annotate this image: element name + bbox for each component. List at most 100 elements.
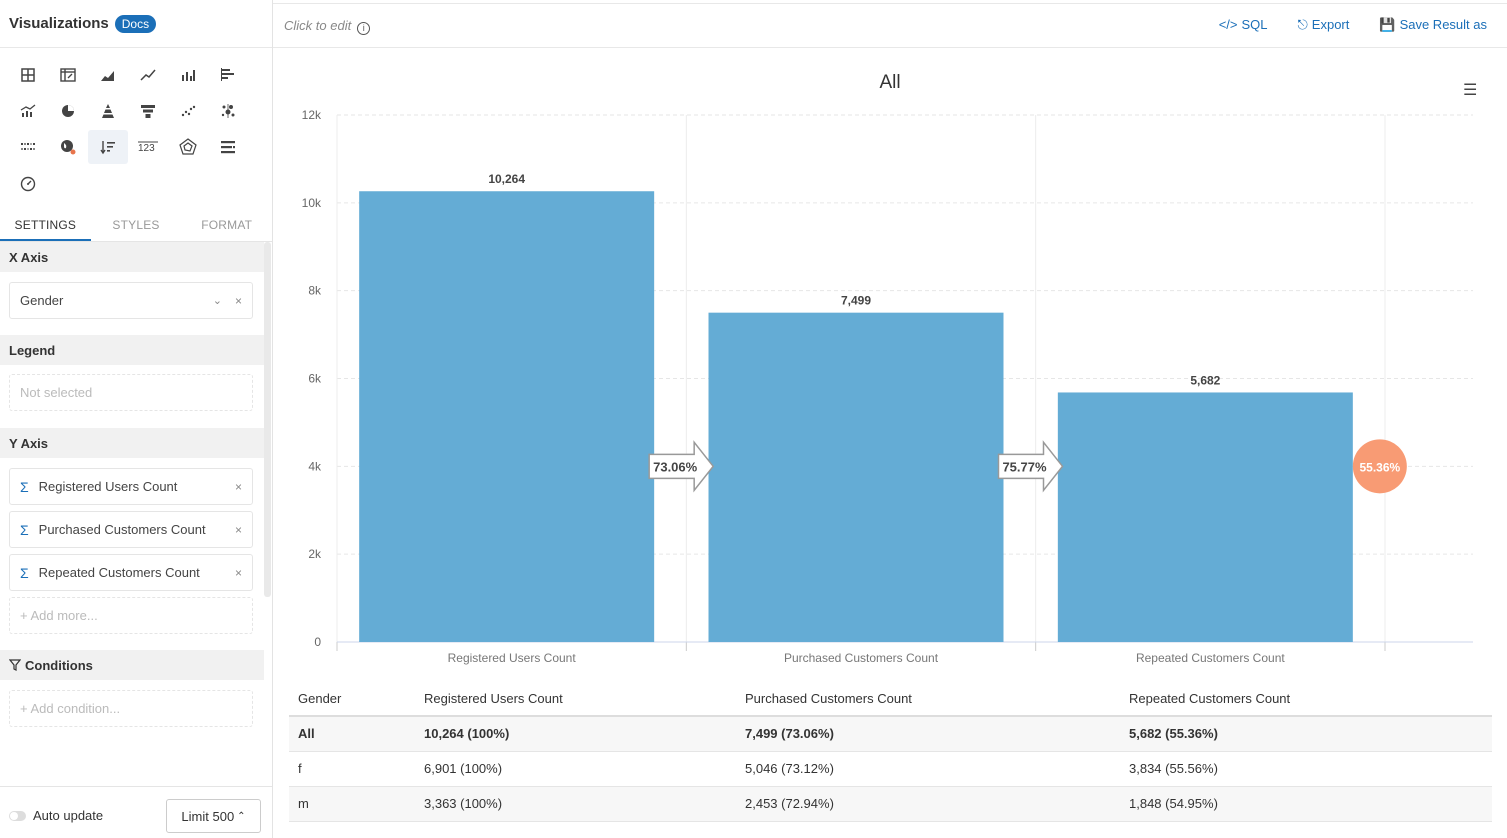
- table-cell: 2,453 (72.94%): [736, 786, 1120, 822]
- chart-title: All: [879, 72, 901, 93]
- legend-drop-zone[interactable]: Not selected: [9, 374, 253, 411]
- save-label: Save Result as: [1399, 17, 1487, 32]
- auto-update-toggle[interactable]: [9, 811, 26, 821]
- auto-update-label: Auto update: [33, 808, 104, 823]
- top-border: [0, 3, 1507, 4]
- remove-icon[interactable]: ×: [234, 479, 242, 494]
- top-actions: </> SQL ⎋ Export 💾 Save Result as: [1219, 17, 1487, 33]
- y-tick-label: 12k: [302, 108, 322, 122]
- visualizations-header: Visualizations Docs: [0, 0, 272, 48]
- chevron-down-icon[interactable]: ⌄: [212, 295, 222, 307]
- y-axis-item[interactable]: Σ Purchased Customers Count ×: [9, 511, 253, 548]
- export-label: Export: [1311, 17, 1350, 32]
- sql-button[interactable]: </> SQL: [1219, 17, 1268, 33]
- gauge-icon[interactable]: [8, 166, 48, 200]
- chart-bar: [359, 191, 655, 643]
- legend-heading: Legend: [0, 335, 264, 365]
- limit-label: Limit 500: [181, 808, 235, 824]
- x-axis-heading: X Axis: [0, 242, 264, 272]
- add-more-label: + Add more...: [20, 608, 98, 623]
- y-tick-label: 0: [314, 635, 321, 649]
- add-condition[interactable]: + Add condition...: [9, 690, 253, 727]
- stacked-bar-icon[interactable]: [208, 130, 248, 164]
- info-icon[interactable]: i: [357, 22, 371, 35]
- limit-button[interactable]: Limit 500 ⌃: [166, 799, 261, 833]
- pivot-table-icon[interactable]: [48, 58, 88, 92]
- data-label: 5,682: [1190, 373, 1220, 387]
- table-row: All 10,264 (100%) 7,499 (73.06%) 5,682 (…: [289, 716, 1492, 752]
- table-cell: 7,499 (73.06%): [736, 716, 1120, 752]
- query-topbar: Click to edit i </> SQL ⎋ Export 💾 Save Resu…: [273, 4, 1507, 48]
- combo-chart-icon[interactable]: [8, 94, 48, 128]
- result-table: Gender Registered Users Count Purchased …: [289, 681, 1492, 822]
- settings-scrollbar[interactable]: [264, 242, 271, 597]
- overall-rate-circle: [1352, 439, 1407, 494]
- table-cell: 3,363 (100%): [415, 786, 736, 822]
- table-row: f 6,901 (100%) 5,046 (73.12%) 3,834 (55.…: [289, 751, 1492, 787]
- visualization-panel: Visualizations Docs: [0, 0, 273, 838]
- pyramid-icon[interactable]: [88, 94, 128, 128]
- sql-label: SQL: [1241, 17, 1268, 32]
- table-cell: 10,264 (100%): [415, 716, 736, 752]
- conditions-heading-label: Conditions: [25, 657, 93, 673]
- table-header-cell[interactable]: Registered Users Count: [415, 681, 736, 717]
- docs-badge[interactable]: Docs: [114, 14, 157, 33]
- scatter-icon[interactable]: [168, 94, 208, 128]
- sigma-icon: Σ: [20, 564, 29, 581]
- area-chart-icon[interactable]: [88, 58, 128, 92]
- funnel-icon[interactable]: [128, 94, 168, 128]
- table-header-cell[interactable]: Purchased Customers Count: [736, 681, 1120, 717]
- y-axis-heading: Y Axis: [0, 428, 264, 458]
- line-chart-icon[interactable]: [128, 58, 168, 92]
- radar-icon[interactable]: [168, 130, 208, 164]
- pie-chart-icon[interactable]: [48, 94, 88, 128]
- y-tick-label: 2k: [308, 547, 322, 561]
- y-axis-item[interactable]: Σ Registered Users Count ×: [9, 468, 253, 505]
- y-axis-item-label: Repeated Customers Count: [38, 565, 200, 580]
- y-axis-item[interactable]: Σ Repeated Customers Count ×: [9, 554, 253, 591]
- y-tick-label: 8k: [308, 284, 322, 298]
- y-axis-item-label: Purchased Customers Count: [38, 522, 206, 537]
- table-cell: 5,682 (55.36%): [1120, 716, 1492, 752]
- table-cell: 1,848 (54.95%): [1120, 786, 1492, 822]
- heatmap-icon[interactable]: [8, 130, 48, 164]
- clear-x-axis-icon[interactable]: ×: [234, 293, 242, 308]
- table-header-cell[interactable]: Repeated Customers Count: [1120, 681, 1492, 717]
- x-tick-label: Registered Users Count: [448, 651, 577, 665]
- bubble-icon[interactable]: [208, 94, 248, 128]
- add-condition-label: + Add condition...: [20, 701, 121, 716]
- sorted-bar-icon[interactable]: [88, 130, 128, 164]
- geo-map-icon[interactable]: [48, 130, 88, 164]
- tab-styles[interactable]: STYLES: [112, 218, 160, 232]
- conditions-heading: Conditions: [0, 650, 264, 680]
- sigma-icon: Σ: [20, 478, 29, 495]
- export-button[interactable]: ⎋ Export: [1298, 17, 1350, 33]
- visualizations-title: Visualizations: [9, 15, 109, 32]
- table-header-cell[interactable]: Gender: [289, 681, 415, 717]
- horizontal-bar-icon[interactable]: [208, 58, 248, 92]
- add-more-y-axis[interactable]: + Add more...: [9, 597, 253, 634]
- tab-format[interactable]: FORMAT: [201, 218, 253, 232]
- table-icon[interactable]: [8, 58, 48, 92]
- bar-chart-icon[interactable]: [168, 58, 208, 92]
- tab-settings[interactable]: SETTINGS: [0, 210, 91, 241]
- metric-number-icon[interactable]: 123: [128, 130, 168, 164]
- filter-icon: [9, 659, 21, 671]
- x-tick-label: Repeated Customers Count: [1136, 651, 1285, 665]
- conversion-arrow: [997, 440, 1064, 493]
- remove-icon[interactable]: ×: [234, 522, 242, 537]
- y-axis-item-label: Registered Users Count: [38, 479, 178, 494]
- table-cell: All: [289, 716, 415, 752]
- chart-menu-icon[interactable]: ☰: [1463, 82, 1478, 99]
- click-to-edit[interactable]: Click to edit i: [284, 18, 371, 35]
- x-axis-value: Gender: [20, 293, 64, 308]
- svg-text:123: 123: [138, 143, 155, 154]
- settings-tabs: SETTINGS STYLES FORMAT: [0, 210, 272, 242]
- save-result-button[interactable]: 💾 Save Result as: [1379, 17, 1487, 33]
- remove-icon[interactable]: ×: [234, 565, 242, 580]
- x-axis-select[interactable]: Gender ⌄ ×: [9, 282, 253, 319]
- table-cell: 5,046 (73.12%): [736, 751, 1120, 787]
- table-row: m 3,363 (100%) 2,453 (72.94%) 1,848 (54.…: [289, 786, 1492, 822]
- chart-bar: [1057, 392, 1353, 642]
- code-icon: </>: [1218, 17, 1238, 32]
